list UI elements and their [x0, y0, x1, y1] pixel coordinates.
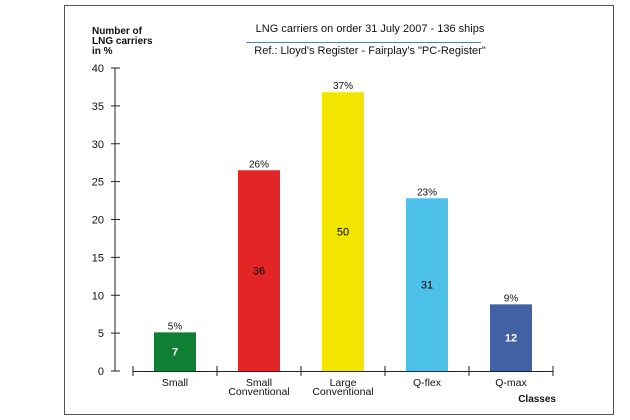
bar — [238, 170, 280, 371]
bar-percent-label: 37% — [333, 81, 353, 92]
y-tick-label: 0 — [98, 366, 104, 378]
bar-percent-label: 26% — [249, 159, 269, 170]
bar-percent-label: 9% — [504, 293, 519, 304]
bar-count-label: 7 — [172, 347, 178, 359]
x-tick-label: Small — [162, 377, 188, 389]
chart-frame — [64, 5, 614, 415]
bar-percent-label: 5% — [168, 321, 183, 332]
y-tick-label: 15 — [92, 252, 104, 264]
x-tick-label: Q-max — [495, 377, 527, 389]
bar — [154, 332, 196, 371]
bar-count-label: 36 — [253, 266, 265, 278]
y-tick-label: 5 — [98, 328, 104, 340]
bar-count-label: 31 — [421, 280, 433, 292]
chart-subtitle: Ref.: Lloyd's Register - Fairplay's "PC-… — [254, 45, 486, 57]
x-axis-label: Classes — [518, 394, 556, 405]
bar-percent-label: 23% — [417, 187, 437, 198]
bar-count-label: 12 — [505, 333, 517, 345]
y-tick-label: 25 — [92, 177, 104, 189]
x-tick-label: Q-flex — [413, 377, 442, 389]
y-tick-label: 10 — [92, 290, 104, 302]
x-tick-label: Small — [246, 377, 272, 389]
chart-title: LNG carriers on order 31 July 2007 - 136… — [256, 23, 485, 35]
y-tick-label: 35 — [92, 101, 104, 113]
bar — [322, 92, 364, 372]
y-axis-label-line: Number of — [92, 26, 143, 37]
bar — [490, 304, 532, 371]
y-tick-label: 40 — [92, 63, 104, 75]
x-tick-label: Conventional — [312, 386, 373, 398]
y-axis-label-line: in % — [92, 46, 113, 57]
bar — [406, 198, 448, 371]
y-tick-label: 30 — [92, 139, 104, 151]
x-tick-label: Conventional — [228, 386, 289, 398]
y-tick-label: 20 — [92, 215, 104, 227]
bar-count-label: 50 — [337, 227, 349, 239]
y-axis-label-line: LNG carriers — [92, 36, 153, 47]
x-tick-label: Large — [330, 377, 357, 389]
